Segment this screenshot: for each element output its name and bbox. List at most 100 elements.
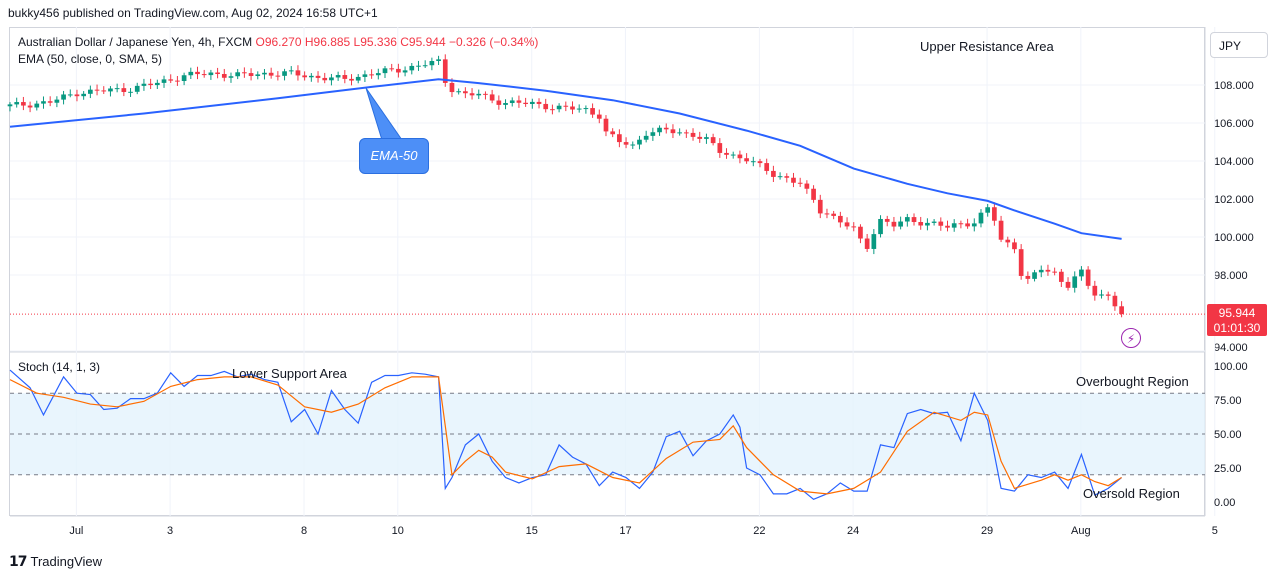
candle-body	[54, 99, 60, 103]
lower-support-label: Lower Support Area	[232, 366, 347, 381]
candle-body	[221, 74, 227, 78]
candle-body	[1105, 294, 1111, 296]
candle-body	[603, 118, 609, 132]
candle-body	[228, 76, 234, 78]
price-tick-label: 100.000	[1214, 232, 1254, 244]
candle-body	[543, 103, 549, 110]
candle-body	[851, 226, 857, 228]
candle-body	[94, 89, 100, 91]
candle-body	[215, 72, 220, 75]
candle-body	[154, 82, 160, 86]
candle-body	[777, 176, 783, 178]
stoch-tick-label: 50.00	[1214, 429, 1242, 441]
candle-body	[1099, 294, 1104, 296]
stoch-d-line	[9, 376, 1122, 495]
candle-body	[188, 71, 194, 76]
candle-body	[744, 158, 749, 162]
candle-body	[88, 89, 93, 94]
candle-body	[958, 223, 964, 225]
candle-body	[14, 102, 20, 105]
candle-body	[1018, 249, 1024, 276]
candle-body	[590, 108, 595, 115]
candle-body	[268, 72, 274, 76]
ema-50-line	[9, 78, 1122, 240]
candle-body	[402, 70, 408, 73]
candle-body	[355, 76, 361, 81]
candle-body	[81, 93, 87, 97]
time-tick-label: 29	[981, 525, 993, 537]
candle-body	[630, 144, 636, 146]
candle-body	[282, 71, 287, 76]
oversold-label: Oversold Region	[1083, 486, 1180, 501]
candle-body	[1025, 275, 1031, 279]
candle-body	[509, 100, 515, 104]
last-price: 95.944	[1218, 306, 1256, 320]
candle-body	[101, 90, 107, 92]
stoch-legend[interactable]: Stoch (14, 1, 3)	[18, 360, 101, 374]
candle-body	[175, 80, 180, 82]
candle-body	[161, 79, 167, 83]
lightning-icon[interactable]: ⚡	[1121, 328, 1141, 348]
ema-legend[interactable]: EMA (50, close, 0, SMA, 5)	[18, 52, 163, 66]
candle-body	[275, 75, 281, 77]
candle-body	[1065, 281, 1071, 288]
candle-body	[529, 101, 535, 105]
time-tick-label: Jul	[69, 525, 83, 537]
time-tick-label: 22	[753, 525, 765, 537]
candle-body	[141, 83, 147, 86]
time-tick-label: 10	[392, 525, 404, 537]
overbought-label: Overbought Region	[1076, 374, 1189, 389]
currency-button[interactable]: JPY	[1210, 32, 1268, 58]
bar-countdown: 01:01:30	[1213, 321, 1261, 335]
symbol-legend[interactable]: Australian Dollar / Japanese Yen, 4h, FX…	[18, 35, 538, 49]
candle-body	[375, 73, 381, 76]
candle-body	[831, 213, 837, 216]
candle-body	[21, 102, 26, 106]
candle-body	[349, 78, 354, 81]
candle-body	[429, 61, 435, 66]
publish-header: bukky456 published on TradingView.com, A…	[8, 6, 378, 20]
price-tick-label: 98.000	[1214, 270, 1248, 282]
candle-body	[516, 100, 522, 103]
candle-body	[255, 74, 261, 76]
candle-body	[67, 94, 73, 96]
tradingview-logo[interactable]: 𝟭𝟳 TradingView	[9, 553, 102, 570]
candle-body	[121, 88, 127, 93]
candle-body	[871, 234, 877, 249]
candle-body	[1119, 306, 1124, 315]
stoch-tick-label: 25.00	[1214, 463, 1242, 475]
last-price-badge: 95.944 01:01:30	[1207, 304, 1267, 336]
candle-body	[47, 101, 53, 103]
candle-body	[844, 222, 850, 227]
candle-body	[61, 94, 66, 100]
candle-body	[128, 91, 133, 93]
candle-body	[663, 127, 669, 130]
candle-body	[764, 163, 770, 171]
candle-body	[148, 83, 153, 86]
candle-body	[134, 85, 140, 92]
candle-body	[108, 88, 113, 92]
candle-body	[1012, 242, 1017, 250]
tradingview-wordmark: TradingView	[30, 554, 103, 569]
candle-body	[329, 77, 334, 81]
candle-body	[945, 225, 950, 228]
candle-body	[536, 101, 542, 104]
candle-body	[824, 213, 830, 215]
time-tick-label: 24	[847, 525, 859, 537]
candle-body	[576, 108, 582, 110]
candle-body	[811, 188, 816, 200]
candle-body	[570, 106, 575, 110]
candle-body	[717, 143, 723, 153]
candle-body	[697, 136, 703, 139]
candle-body	[74, 94, 80, 97]
candle-body	[1032, 272, 1037, 279]
candle-body	[362, 74, 368, 77]
candle-body	[469, 93, 475, 96]
candle-body	[797, 182, 803, 184]
candle-body	[637, 139, 642, 145]
candle-body	[992, 207, 997, 221]
candle-body	[195, 71, 200, 75]
candle-body	[583, 108, 589, 110]
candle-body	[677, 132, 682, 134]
